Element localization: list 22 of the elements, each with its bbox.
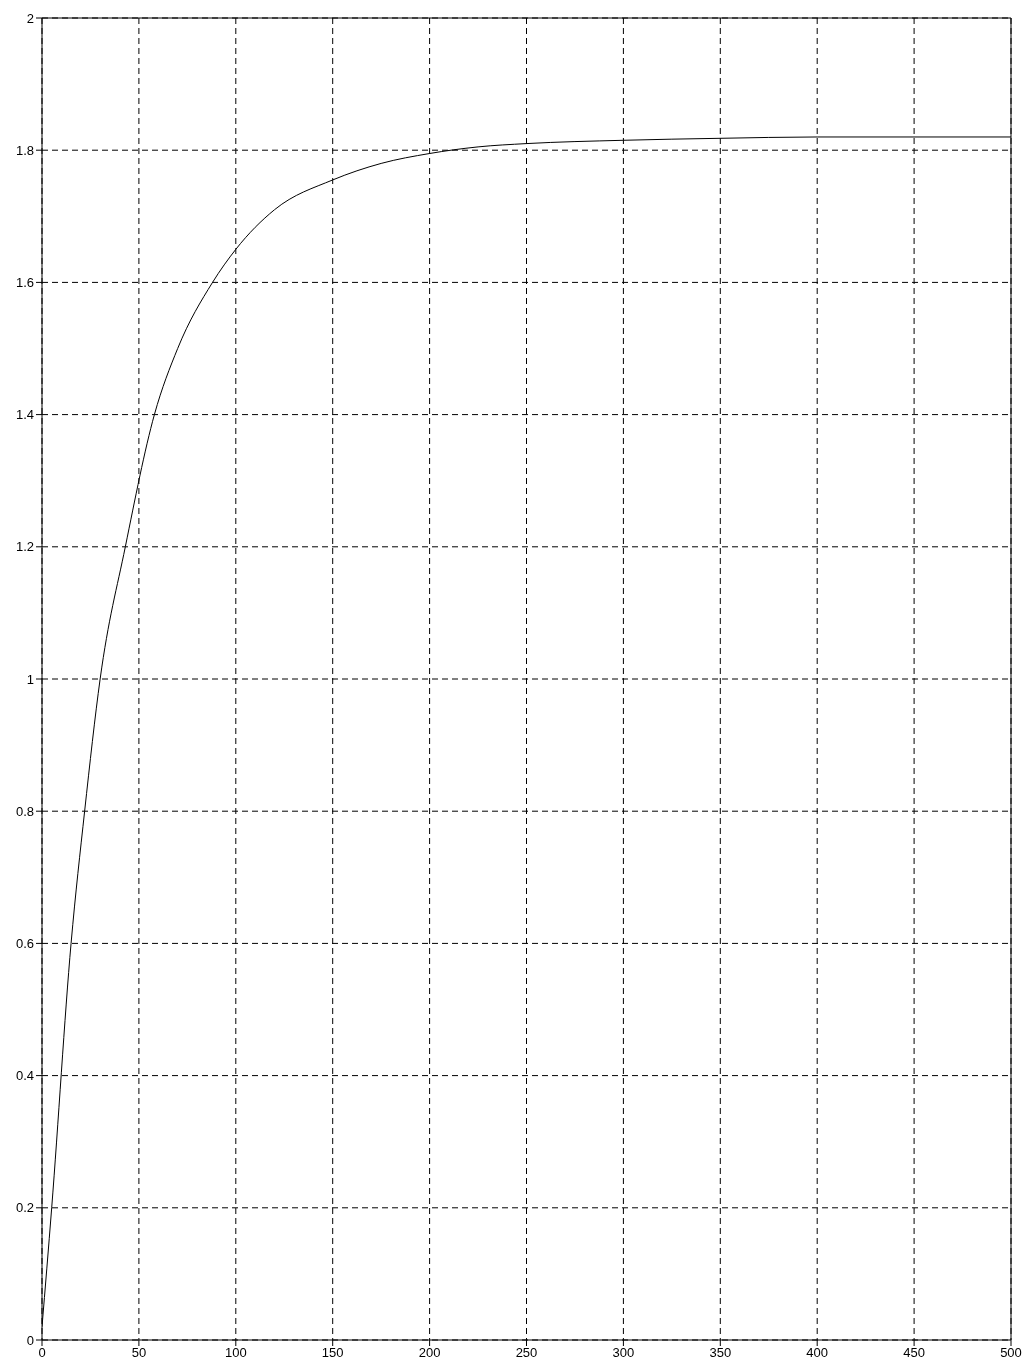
x-tick-label: 0 [38, 1345, 46, 1361]
x-tick-label: 450 [903, 1345, 925, 1361]
y-tick-label: 0.2 [15, 1200, 34, 1216]
y-tick-label: 2 [26, 10, 34, 26]
y-tick-label: 1.6 [15, 275, 34, 291]
y-tick-label: 0.6 [15, 936, 34, 952]
x-tick-label: 150 [321, 1345, 344, 1361]
x-tick-label: 350 [709, 1345, 732, 1361]
y-tick-label: 0.4 [15, 1068, 34, 1084]
y-tick-label: 1.2 [15, 539, 34, 555]
x-tick-label: 200 [418, 1345, 441, 1361]
y-tick-label: 1.4 [15, 407, 34, 423]
y-tick-label: 1.8 [15, 142, 34, 158]
y-tick-label: 0 [26, 1332, 34, 1348]
y-tick-label: 0.8 [15, 803, 34, 819]
y-tick-label: 1 [26, 671, 34, 687]
x-tick-label: 250 [515, 1345, 538, 1361]
x-tick-label: 400 [806, 1345, 829, 1361]
x-tick-label: 300 [612, 1345, 635, 1361]
x-tick-label: 500 [1000, 1345, 1022, 1361]
x-tick-label: 100 [224, 1345, 247, 1361]
x-tick-label: 50 [131, 1345, 147, 1361]
